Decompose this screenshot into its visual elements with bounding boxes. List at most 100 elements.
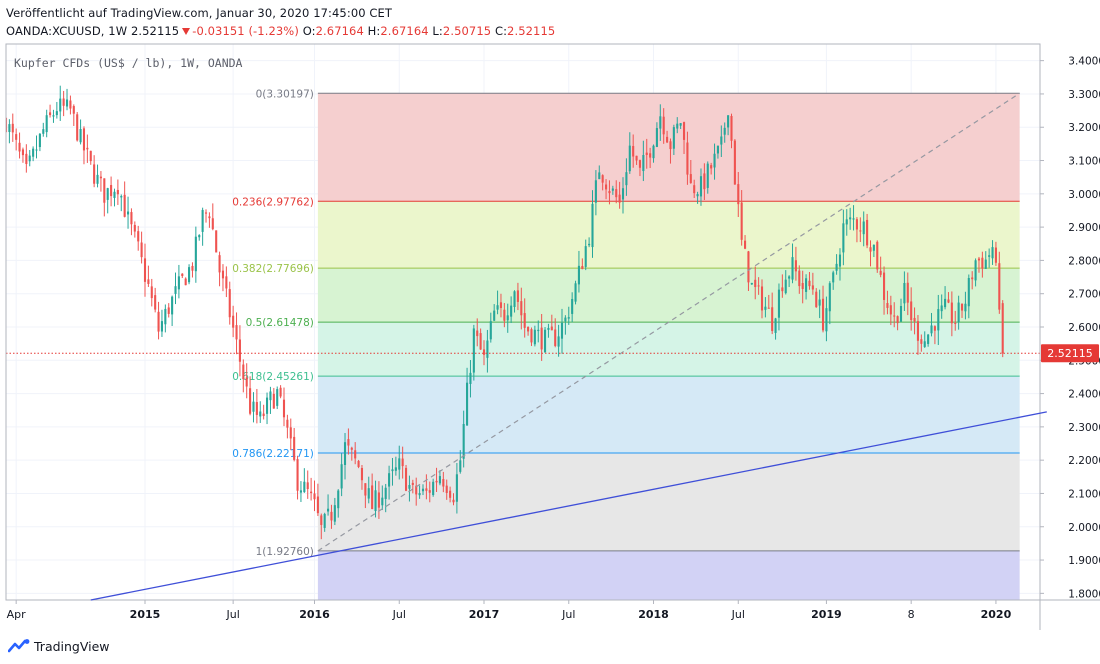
candle-body bbox=[15, 134, 18, 140]
fibonacci-retracement[interactable]: 0(3.30197) 0.236(2.97762) 0.382(2.77696) 0.… bbox=[232, 88, 1020, 600]
drawings[interactable] bbox=[6, 92, 1040, 552]
candle-body bbox=[28, 155, 31, 162]
candle-body bbox=[716, 145, 719, 154]
fib-zone bbox=[317, 452, 1020, 551]
candle-body bbox=[632, 146, 635, 157]
candle-body bbox=[571, 298, 574, 314]
candle-body bbox=[49, 112, 52, 116]
time-axis[interactable]: Apr 2015 Jul 2016 Jul 2017 Jul 2018 Jul 2019 8 2020 bbox=[7, 600, 1012, 621]
candle-body bbox=[228, 289, 231, 318]
candle-body bbox=[842, 223, 845, 253]
price-axis[interactable]: 1.80000 1.90000 2.00000 2.10000 2.20000 2.300… bbox=[1040, 56, 1100, 601]
candle-body bbox=[126, 211, 130, 215]
candle-body bbox=[591, 203, 594, 248]
high-value: 2.67164 bbox=[380, 24, 429, 38]
candle-body bbox=[103, 178, 106, 203]
candle-body bbox=[540, 327, 543, 350]
candle-body bbox=[838, 254, 842, 267]
candle-body bbox=[896, 316, 899, 324]
candle-body bbox=[211, 218, 214, 230]
candle-body bbox=[323, 513, 326, 528]
candle-body bbox=[489, 321, 492, 340]
candle-body bbox=[828, 283, 831, 312]
candle-body bbox=[52, 115, 55, 117]
footer: TradingView bbox=[8, 636, 110, 656]
candle-body bbox=[296, 459, 299, 491]
candle-body bbox=[706, 163, 709, 188]
candle-body bbox=[160, 321, 163, 332]
candle-body bbox=[872, 244, 875, 251]
close-label: C: bbox=[494, 24, 508, 38]
candle-body bbox=[449, 490, 452, 498]
chart-title: Kupfer CFDs (US$ / lb), 1W, OANDA bbox=[14, 56, 243, 70]
candle-body bbox=[703, 173, 706, 190]
candle-body bbox=[781, 287, 784, 292]
candle-body bbox=[459, 460, 462, 472]
candle-body bbox=[638, 160, 642, 168]
candle-body bbox=[313, 493, 316, 500]
candle-body bbox=[6, 117, 8, 133]
candle-body bbox=[550, 326, 553, 331]
fib-level-label: 0.786(2.22171) bbox=[232, 448, 314, 460]
fib-level-label: 0.382(2.77696) bbox=[232, 263, 314, 275]
candle-body bbox=[59, 98, 62, 112]
candle-body bbox=[164, 308, 167, 325]
candle-body bbox=[933, 326, 936, 331]
candle-body bbox=[899, 306, 903, 322]
candle-body bbox=[625, 172, 628, 186]
candle-body bbox=[303, 481, 306, 493]
candle-body bbox=[916, 321, 920, 341]
candle-body bbox=[733, 140, 736, 185]
candle-body bbox=[25, 153, 28, 164]
candle-body bbox=[79, 128, 82, 143]
candle-body bbox=[191, 265, 194, 271]
candle-body bbox=[140, 242, 143, 258]
candle-body bbox=[255, 402, 258, 415]
candle-body bbox=[832, 272, 835, 283]
candle-body bbox=[421, 488, 425, 492]
candle-body bbox=[998, 263, 1001, 310]
candle-body bbox=[815, 291, 818, 308]
candle-body bbox=[567, 317, 570, 319]
candle-body bbox=[272, 393, 275, 409]
candle-body bbox=[679, 123, 682, 126]
candle-body bbox=[265, 397, 269, 414]
last-price-badge-label: 2.52115 bbox=[1047, 347, 1093, 360]
candle-body bbox=[927, 334, 930, 344]
candle-body bbox=[293, 436, 296, 460]
candle-body bbox=[188, 267, 191, 283]
fib-zone bbox=[317, 93, 1020, 202]
candle-body bbox=[343, 442, 347, 465]
price-tick-label: 2.90000 bbox=[1068, 222, 1100, 234]
candle-body bbox=[279, 387, 282, 397]
close-value: 2.52115 bbox=[507, 24, 556, 38]
candle-body bbox=[621, 188, 625, 200]
candle-body bbox=[564, 317, 567, 322]
symbol-label: OANDA:XCUUSD, 1W bbox=[6, 24, 128, 38]
candle-body bbox=[906, 282, 909, 303]
candle-body bbox=[93, 164, 96, 184]
candle-body bbox=[720, 136, 723, 145]
candle-body bbox=[482, 349, 486, 355]
candle-body bbox=[611, 188, 614, 191]
footer-brand[interactable]: TradingView bbox=[34, 638, 110, 654]
candle-body bbox=[367, 488, 370, 499]
candle-body bbox=[574, 283, 577, 302]
candle-body bbox=[218, 255, 221, 273]
candle-body bbox=[479, 333, 482, 350]
candle-body bbox=[777, 289, 781, 318]
candle-body bbox=[767, 307, 770, 309]
candle-body bbox=[981, 257, 984, 269]
price-tick-label: 3.40000 bbox=[1068, 56, 1100, 68]
candle-body bbox=[350, 447, 353, 450]
candle-body bbox=[99, 176, 102, 179]
open-value: 2.67164 bbox=[315, 24, 364, 38]
candle-body bbox=[181, 273, 184, 276]
candle-body bbox=[676, 123, 679, 129]
candlesticks bbox=[6, 85, 1004, 540]
candle-body bbox=[533, 329, 536, 345]
candle-body bbox=[774, 318, 777, 333]
candle-body bbox=[747, 251, 750, 283]
candle-body bbox=[584, 246, 587, 267]
